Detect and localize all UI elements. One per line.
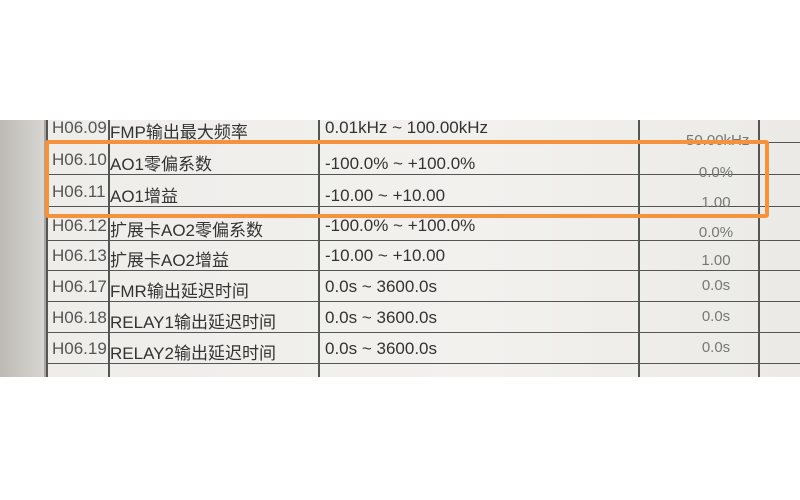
- highlight-box: [45, 140, 769, 218]
- param-default: 0.0%: [698, 164, 734, 181]
- table-row: H06.18 RELAY1输出延迟时间 0.0s ~ 3600.0s 0.0s: [46, 302, 800, 333]
- param-default: 1.00: [701, 252, 731, 269]
- param-code: H06.09: [52, 120, 107, 137]
- param-code: H06.12: [52, 216, 107, 235]
- param-name: FMR输出延迟时间: [110, 282, 249, 301]
- column-divider: [758, 120, 760, 377]
- param-default: 1.00: [701, 194, 731, 211]
- param-range: -100.0% ~ +100.0%: [325, 154, 476, 173]
- column-divider: [638, 120, 640, 377]
- param-name: 扩展卡AO2增益: [110, 251, 230, 270]
- param-name: AO1零偏系数: [110, 155, 213, 174]
- table-row: H06.17 FMR输出延迟时间 0.0s ~ 3600.0s 0.0s: [46, 271, 800, 302]
- column-divider: [108, 120, 110, 377]
- param-default: 0.0s: [701, 339, 731, 356]
- param-range: 0.0s ~ 3600.0s: [325, 308, 438, 327]
- param-range: -10.00 ~ +10.00: [325, 186, 446, 205]
- param-code: H06.18: [52, 308, 107, 327]
- table-row: H06.19 RELAY2输出延迟时间 0.0s ~ 3600.0s 0.0s: [46, 333, 800, 364]
- page-edge: [0, 120, 46, 377]
- column-divider: [46, 120, 48, 377]
- param-name: FMP输出最大频率: [110, 123, 248, 142]
- param-name: RELAY2输出延迟时间: [110, 344, 276, 363]
- table-row: H06.12 扩展卡AO2零偏系数 -100.0% ~ +100.0% 0.0%: [46, 210, 800, 241]
- param-name: RELAY1输出延迟时间: [110, 313, 276, 332]
- table-row: H06.11 AO1增益 -10.00 ~ +10.00 1.00: [46, 176, 800, 211]
- param-default: 0.0s: [701, 277, 731, 294]
- param-range: 0.0s ~ 3600.0s: [325, 339, 438, 358]
- param-code: H06.13: [52, 246, 107, 265]
- param-range: -100.0% ~ +100.0%: [325, 216, 476, 235]
- document-photo: H06.09 FMP输出最大频率 0.01kHz ~ 100.00kHz 50.00k…: [0, 120, 800, 377]
- param-name: 扩展卡AO2零偏系数: [110, 221, 264, 240]
- param-range: -10.00 ~ +10.00: [325, 246, 446, 265]
- table-row: H06.10 AO1零偏系数 -100.0% ~ +100.0% 0.0%: [46, 144, 800, 181]
- column-divider: [318, 120, 320, 377]
- param-default: 0.0%: [698, 224, 734, 241]
- param-code: H06.10: [52, 150, 107, 169]
- param-code: H06.17: [52, 277, 107, 296]
- table-row: H06.13 扩展卡AO2增益 -10.00 ~ +10.00 1.00: [46, 240, 800, 271]
- param-code: H06.19: [52, 339, 107, 358]
- param-default: 0.0s: [701, 308, 731, 325]
- param-range: 0.01kHz ~ 100.00kHz: [325, 120, 489, 137]
- param-range: 0.0s ~ 3600.0s: [325, 277, 438, 296]
- param-name: AO1增益: [110, 187, 179, 206]
- param-code: H06.11: [52, 182, 106, 201]
